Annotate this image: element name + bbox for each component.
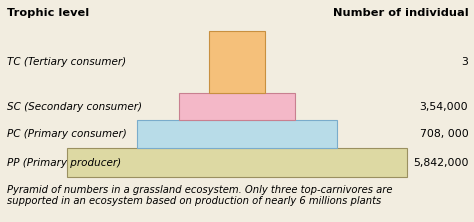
Text: SC (Secondary consumer): SC (Secondary consumer) bbox=[7, 102, 142, 112]
Text: 3: 3 bbox=[462, 57, 468, 67]
Text: 708, 000: 708, 000 bbox=[419, 129, 468, 139]
Text: PP (Primary producer): PP (Primary producer) bbox=[7, 158, 121, 168]
Bar bbox=[137, 120, 337, 148]
Text: PC (Primary consumer): PC (Primary consumer) bbox=[7, 129, 127, 139]
Text: 5,842,000: 5,842,000 bbox=[413, 158, 468, 168]
Bar bbox=[67, 148, 407, 177]
Bar bbox=[179, 93, 295, 120]
Text: Trophic level: Trophic level bbox=[7, 8, 89, 18]
Bar bbox=[209, 32, 265, 93]
Text: Number of individual: Number of individual bbox=[333, 8, 468, 18]
Text: Pyramid of numbers in a grassland ecosystem. Only three top-carnivores are
suppo: Pyramid of numbers in a grassland ecosys… bbox=[7, 185, 392, 206]
Text: 3,54,000: 3,54,000 bbox=[419, 102, 468, 112]
Text: TC (Tertiary consumer): TC (Tertiary consumer) bbox=[7, 57, 126, 67]
